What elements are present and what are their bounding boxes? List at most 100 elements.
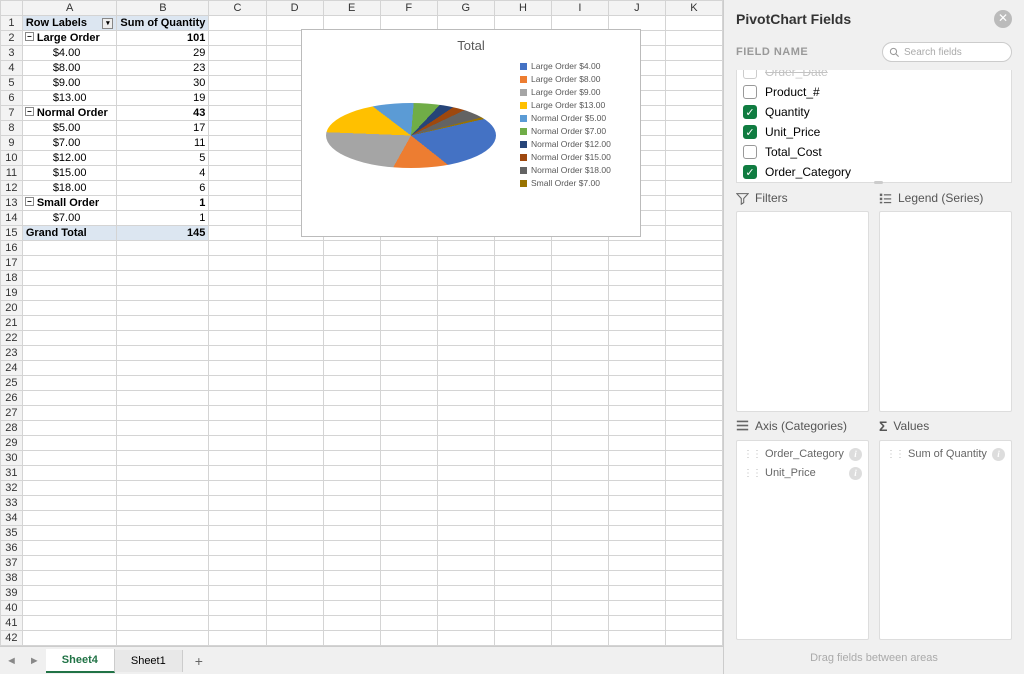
row-header[interactable]: 16 xyxy=(1,241,23,256)
row-header[interactable]: 2 xyxy=(1,31,23,46)
grip-icon[interactable]: ⋮⋮ xyxy=(886,449,904,460)
cell[interactable] xyxy=(117,586,209,601)
collapse-icon[interactable]: − xyxy=(25,32,34,41)
cell[interactable] xyxy=(665,91,722,106)
cell[interactable] xyxy=(117,481,209,496)
cell[interactable] xyxy=(437,256,494,271)
cell[interactable] xyxy=(608,421,665,436)
cell[interactable] xyxy=(323,256,380,271)
cell[interactable] xyxy=(437,436,494,451)
field-checkbox[interactable] xyxy=(743,70,757,79)
field-checkbox[interactable]: ✓ xyxy=(743,165,757,179)
cell[interactable] xyxy=(665,466,722,481)
cell[interactable] xyxy=(266,466,323,481)
field-checkbox[interactable] xyxy=(743,85,757,99)
filter-dropdown-icon[interactable]: ▾ xyxy=(102,18,113,29)
corner-cell[interactable] xyxy=(1,1,23,16)
cell[interactable] xyxy=(608,241,665,256)
cell[interactable] xyxy=(209,91,266,106)
cell[interactable] xyxy=(665,121,722,136)
row-header[interactable]: 18 xyxy=(1,271,23,286)
tab-next-icon[interactable]: ► xyxy=(23,655,46,667)
cell[interactable] xyxy=(608,376,665,391)
cell[interactable] xyxy=(665,241,722,256)
field-checkbox[interactable]: ✓ xyxy=(743,105,757,119)
cell[interactable] xyxy=(437,361,494,376)
cell[interactable] xyxy=(323,496,380,511)
cell[interactable] xyxy=(22,421,117,436)
cell[interactable] xyxy=(437,571,494,586)
cell[interactable] xyxy=(552,511,609,526)
cell[interactable] xyxy=(117,256,209,271)
cell[interactable] xyxy=(665,391,722,406)
cell[interactable] xyxy=(437,346,494,361)
cell[interactable] xyxy=(117,301,209,316)
cell[interactable] xyxy=(494,376,551,391)
cell[interactable] xyxy=(494,526,551,541)
cell[interactable] xyxy=(209,181,266,196)
cell[interactable] xyxy=(494,331,551,346)
row-header[interactable]: 38 xyxy=(1,571,23,586)
cell[interactable] xyxy=(209,496,266,511)
cell[interactable] xyxy=(380,466,437,481)
cell[interactable] xyxy=(117,631,209,646)
cell[interactable] xyxy=(494,451,551,466)
collapse-icon[interactable]: − xyxy=(25,197,34,206)
cell[interactable] xyxy=(665,61,722,76)
cell[interactable] xyxy=(665,631,722,646)
cell[interactable] xyxy=(380,511,437,526)
cell[interactable] xyxy=(380,271,437,286)
cell[interactable] xyxy=(437,451,494,466)
cell[interactable] xyxy=(437,466,494,481)
cell[interactable] xyxy=(494,571,551,586)
cell[interactable] xyxy=(266,391,323,406)
cell[interactable] xyxy=(323,451,380,466)
cell[interactable] xyxy=(552,631,609,646)
cell[interactable] xyxy=(22,631,117,646)
cell[interactable] xyxy=(209,511,266,526)
cell[interactable] xyxy=(665,496,722,511)
cell[interactable] xyxy=(22,541,117,556)
cell[interactable] xyxy=(323,331,380,346)
cell[interactable] xyxy=(608,631,665,646)
cell[interactable] xyxy=(665,271,722,286)
grip-icon[interactable]: ⋮⋮ xyxy=(743,468,761,479)
cell[interactable] xyxy=(552,376,609,391)
cell[interactable] xyxy=(117,451,209,466)
cell[interactable] xyxy=(22,286,117,301)
row-header[interactable]: 1 xyxy=(1,16,23,31)
row-header[interactable]: 30 xyxy=(1,451,23,466)
cell[interactable] xyxy=(209,151,266,166)
cell[interactable] xyxy=(209,556,266,571)
cell[interactable] xyxy=(494,256,551,271)
cell[interactable] xyxy=(323,631,380,646)
row-header[interactable]: 7 xyxy=(1,106,23,121)
cell[interactable] xyxy=(266,496,323,511)
cell[interactable] xyxy=(608,571,665,586)
cell[interactable] xyxy=(608,616,665,631)
cell[interactable] xyxy=(209,631,266,646)
row-header[interactable]: 40 xyxy=(1,601,23,616)
cell[interactable] xyxy=(380,616,437,631)
row-header[interactable]: 20 xyxy=(1,301,23,316)
col-header[interactable]: K xyxy=(665,1,722,16)
cell[interactable] xyxy=(209,256,266,271)
cell[interactable] xyxy=(117,616,209,631)
cell[interactable] xyxy=(323,316,380,331)
row-header[interactable]: 9 xyxy=(1,136,23,151)
cell[interactable] xyxy=(437,556,494,571)
col-header[interactable]: I xyxy=(552,1,609,16)
cell[interactable] xyxy=(209,271,266,286)
collapse-icon[interactable]: − xyxy=(25,107,34,116)
cell[interactable] xyxy=(494,421,551,436)
cell[interactable] xyxy=(494,631,551,646)
cell[interactable] xyxy=(323,436,380,451)
cell[interactable] xyxy=(437,526,494,541)
cell[interactable] xyxy=(209,76,266,91)
field-search-input[interactable]: Search fields xyxy=(882,42,1012,62)
cell[interactable] xyxy=(608,331,665,346)
cell[interactable] xyxy=(266,361,323,376)
cell[interactable] xyxy=(608,586,665,601)
cell[interactable] xyxy=(494,316,551,331)
cell[interactable] xyxy=(117,376,209,391)
